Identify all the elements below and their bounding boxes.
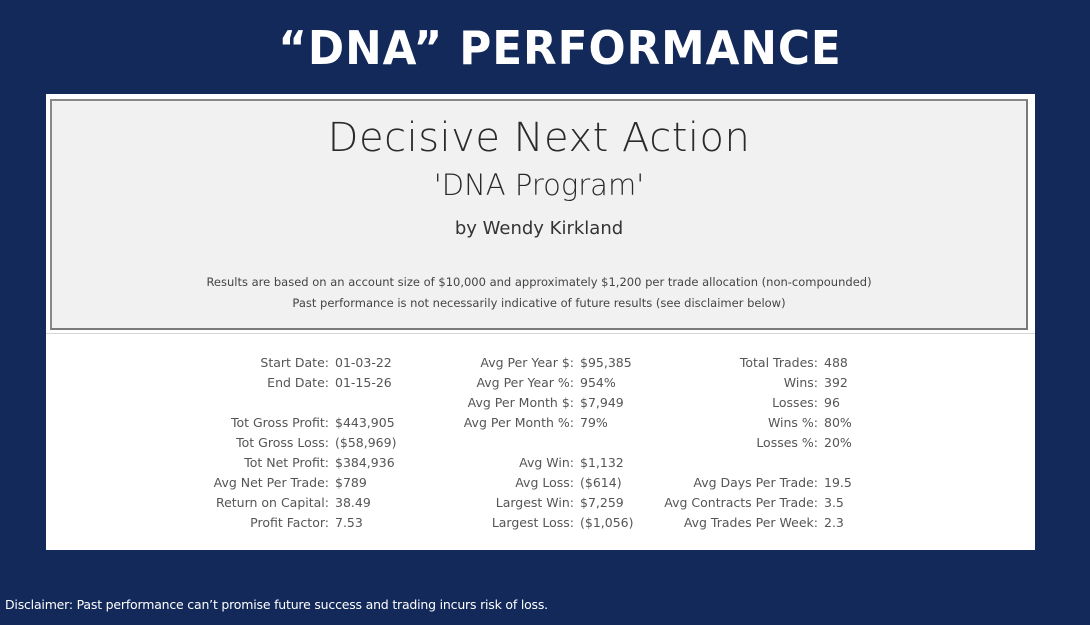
stat-value: 01-15-26 (335, 375, 392, 390)
stat-avg-net-per-trade: Avg Net Per Trade: $789 (166, 473, 396, 493)
stat-value: ($1,056) (580, 515, 634, 530)
stat-label: Avg Per Year $: (480, 355, 574, 370)
disclaimer-text: Disclaimer: Past performance can’t promi… (5, 597, 548, 612)
stats-column-averages: Avg Per Year $: $95,385 Avg Per Year %: 95… (426, 353, 634, 533)
stat-label: Tot Gross Loss: (236, 435, 329, 450)
stat-losses-pct: Losses %: 20% (654, 433, 852, 453)
stat-value: 7.53 (335, 515, 363, 530)
stat-tot-gross-loss: Tot Gross Loss: ($58,969) (166, 433, 396, 453)
stat-avg-trades-per-week: Avg Trades Per Week: 2.3 (654, 513, 852, 533)
stat-value: 3.5 (824, 495, 844, 510)
stat-label: Avg Per Month $: (467, 395, 574, 410)
stat-value: 19.5 (824, 475, 852, 490)
stats-column-trades: Total Trades: 488 Wins: 392 Losses: 96 Wins… (654, 353, 852, 533)
stat-label: Avg Per Month %: (463, 415, 574, 430)
spacer (426, 433, 634, 453)
stat-value: 488 (824, 355, 848, 370)
stat-value: $443,905 (335, 415, 395, 430)
program-header: Decisive Next Action 'DNA Program' by We… (50, 99, 1028, 330)
stat-label: Start Date: (260, 355, 329, 370)
stat-label: Wins %: (767, 415, 818, 430)
stat-value: 01-03-22 (335, 355, 392, 370)
stat-largest-win: Largest Win: $7,259 (426, 493, 634, 513)
stat-label: Avg Trades Per Week: (683, 515, 818, 530)
account-size-note: Results are based on an account size of … (206, 275, 872, 289)
stat-value: $1,132 (580, 455, 624, 470)
stat-label: Return on Capital: (215, 495, 329, 510)
stat-value: $7,949 (580, 395, 624, 410)
stat-value: 38.49 (335, 495, 371, 510)
stat-value: $95,385 (580, 355, 632, 370)
stat-wins-pct: Wins %: 80% (654, 413, 852, 433)
program-name: Decisive Next Action (327, 115, 751, 161)
stat-total-trades: Total Trades: 488 (654, 353, 852, 373)
stat-tot-gross-profit: Tot Gross Profit: $443,905 (166, 413, 396, 433)
stat-value: ($58,969) (335, 435, 397, 450)
stat-avg-contracts-per-trade: Avg Contracts Per Trade: 3.5 (654, 493, 852, 513)
stat-label: Largest Loss: (491, 515, 574, 530)
stat-label: Profit Factor: (250, 515, 329, 530)
stat-value: $789 (335, 475, 367, 490)
stat-label: Total Trades: (739, 355, 818, 370)
divider (46, 333, 1035, 334)
stat-start-date: Start Date: 01-03-22 (166, 353, 396, 373)
stat-profit-factor: Profit Factor: 7.53 (166, 513, 396, 533)
stat-value: 80% (824, 415, 852, 430)
stat-avg-per-year-pct: Avg Per Year %: 954% (426, 373, 634, 393)
stat-wins: Wins: 392 (654, 373, 852, 393)
past-performance-note: Past performance is not necessarily indi… (292, 296, 786, 310)
program-subtitle: 'DNA Program' (433, 168, 645, 202)
stat-label: Largest Win: (495, 495, 574, 510)
stat-value: 954% (580, 375, 616, 390)
stat-label: Avg Days Per Trade: (693, 475, 818, 490)
stat-avg-per-year-dollar: Avg Per Year $: $95,385 (426, 353, 634, 373)
stat-losses: Losses: 96 (654, 393, 852, 413)
stat-return-on-capital: Return on Capital: 38.49 (166, 493, 396, 513)
stat-largest-loss: Largest Loss: ($1,056) (426, 513, 634, 533)
stat-label: Avg Contracts Per Trade: (664, 495, 818, 510)
stat-avg-win: Avg Win: $1,132 (426, 453, 634, 473)
stat-value: 79% (580, 415, 608, 430)
stat-avg-per-month-pct: Avg Per Month %: 79% (426, 413, 634, 433)
stat-value: $7,259 (580, 495, 624, 510)
stat-avg-loss: Avg Loss: ($614) (426, 473, 634, 493)
spacer (166, 393, 396, 413)
stat-tot-net-profit: Tot Net Profit: $384,936 (166, 453, 396, 473)
stat-label: Wins: (783, 375, 818, 390)
stat-label: Avg Loss: (515, 475, 574, 490)
stat-label: Avg Net Per Trade: (213, 475, 329, 490)
stat-label: End Date: (267, 375, 329, 390)
stat-avg-days-per-trade: Avg Days Per Trade: 19.5 (654, 473, 852, 493)
spacer (654, 453, 852, 473)
stat-label: Tot Gross Profit: (230, 415, 329, 430)
performance-card: Decisive Next Action 'DNA Program' by We… (46, 94, 1035, 550)
stat-value: 96 (824, 395, 840, 410)
stat-value: 20% (824, 435, 852, 450)
stat-value: $384,936 (335, 455, 395, 470)
slide-title: “DNA” PERFORMANCE (278, 21, 842, 75)
stat-label: Losses: (772, 395, 818, 410)
stat-value: 392 (824, 375, 848, 390)
stat-value: 2.3 (824, 515, 844, 530)
program-author: by Wendy Kirkland (454, 218, 624, 239)
stats-column-dates-profit: Start Date: 01-03-22 End Date: 01-15-26 To… (166, 353, 397, 533)
stat-label: Avg Per Year %: (476, 375, 574, 390)
stat-avg-per-month-dollar: Avg Per Month $: $7,949 (426, 393, 634, 413)
stat-label: Tot Net Profit: (244, 455, 329, 470)
stat-end-date: End Date: 01-15-26 (166, 373, 396, 393)
stat-label: Losses %: (756, 435, 818, 450)
stat-label: Avg Win: (519, 455, 574, 470)
stat-value: ($614) (580, 475, 622, 490)
